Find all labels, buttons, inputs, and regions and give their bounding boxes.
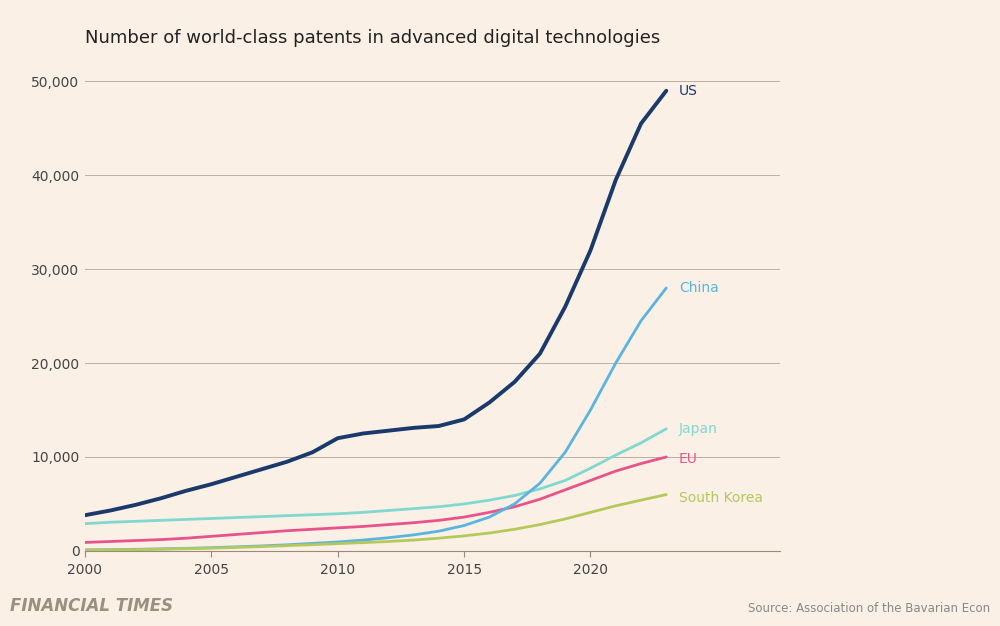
Text: Japan: Japan [679, 422, 718, 436]
Text: Source: Association of the Bavarian Econ: Source: Association of the Bavarian Econ [748, 602, 990, 615]
Text: China: China [679, 281, 719, 295]
Text: Number of world-class patents in advanced digital technologies: Number of world-class patents in advance… [85, 29, 660, 47]
Text: FINANCIAL TIMES: FINANCIAL TIMES [10, 597, 173, 615]
Text: EU: EU [679, 452, 698, 466]
Text: South Korea: South Korea [679, 491, 763, 505]
Text: US: US [679, 84, 698, 98]
